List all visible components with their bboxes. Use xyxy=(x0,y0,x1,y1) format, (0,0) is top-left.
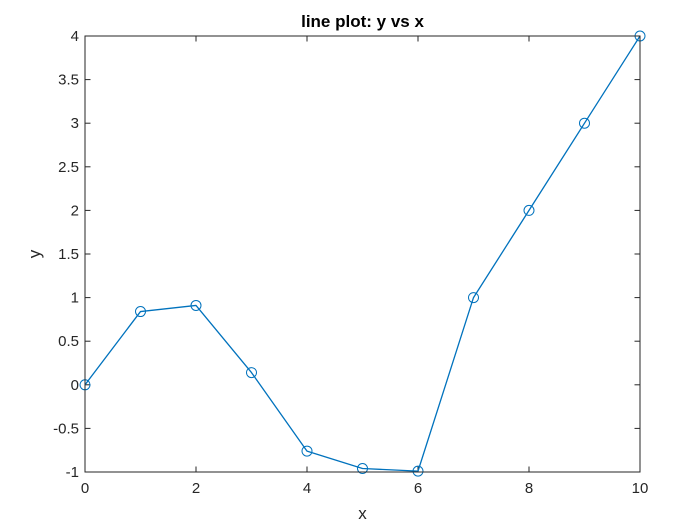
x-tick-label: 10 xyxy=(632,480,649,497)
axes-layer: 0 2 4 6 8 10 -1 -0.5 0 0.5 1 1.5 2 2.5 3 3.5 4 xyxy=(53,28,648,497)
plot-frame xyxy=(84,35,641,473)
data-point xyxy=(579,117,590,129)
x-tick-label: 0 xyxy=(81,480,89,497)
series-line xyxy=(84,35,641,472)
x-tick-label: 2 xyxy=(192,480,200,497)
data-point xyxy=(468,292,479,304)
chart-title: line plot: y vs x xyxy=(301,12,424,31)
data-point xyxy=(412,465,424,477)
y-tick-label: 3.5 xyxy=(58,72,79,89)
x-tick-label: 6 xyxy=(414,480,422,497)
x-tick-label: 8 xyxy=(525,480,533,497)
data-point xyxy=(301,445,313,457)
x-tick-label: 4 xyxy=(303,480,311,497)
y-tick-label: 0 xyxy=(71,377,79,394)
data-point xyxy=(135,306,146,318)
data-point xyxy=(523,204,535,216)
y-tick-label: 1 xyxy=(71,290,79,307)
series-layer xyxy=(79,30,646,477)
y-tick-label: 2 xyxy=(71,202,79,219)
y-tick-label: 2.5 xyxy=(58,159,79,176)
y-tick-label: -0.5 xyxy=(53,420,79,437)
plot-area xyxy=(85,36,640,472)
data-point xyxy=(190,299,202,311)
data-point xyxy=(246,367,257,379)
y-axis-label: y xyxy=(25,249,44,258)
y-tick-label: 0.5 xyxy=(58,333,79,350)
x-axis-label: x xyxy=(358,504,367,523)
y-tick-label: -1 xyxy=(66,464,79,481)
y-tick-label: 1.5 xyxy=(58,246,79,263)
y-tick-label: 3 xyxy=(71,115,79,132)
y-tick-label: 4 xyxy=(71,28,79,45)
data-point xyxy=(357,463,368,475)
